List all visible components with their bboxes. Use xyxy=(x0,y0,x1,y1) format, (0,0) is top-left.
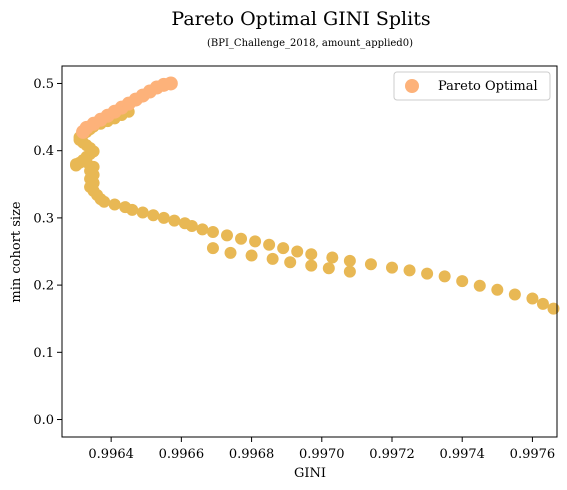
split-point-58 xyxy=(473,279,486,292)
split-point-42 xyxy=(206,226,219,239)
split-point-31 xyxy=(98,195,111,208)
split-point-70 xyxy=(322,262,335,275)
split-point-35 xyxy=(136,206,149,219)
split-point-40 xyxy=(185,219,198,232)
split-point-43 xyxy=(221,229,233,242)
split-point-38 xyxy=(168,214,181,227)
legend-box xyxy=(393,71,551,101)
x-tick-label: 0.9970 xyxy=(299,447,345,462)
y-tick-label: 0.1 xyxy=(33,346,54,361)
split-point-45 xyxy=(249,235,262,248)
split-point-71 xyxy=(343,265,356,278)
split-point-41 xyxy=(196,223,209,236)
split-point-68 xyxy=(284,256,297,269)
x-axis-label: GINI xyxy=(294,466,326,481)
split-point-57 xyxy=(456,275,469,288)
split-point-36 xyxy=(147,209,160,222)
split-point-52 xyxy=(364,258,377,271)
x-tick-label: 0.9974 xyxy=(439,447,485,462)
split-point-47 xyxy=(277,242,290,255)
split-point-51 xyxy=(343,254,356,267)
legend-label-pareto-optimal: Pareto Optimal xyxy=(438,79,538,94)
split-point-44 xyxy=(235,232,248,245)
y-tick-label: 0.5 xyxy=(33,77,54,92)
split-point-65 xyxy=(224,246,237,259)
split-point-59 xyxy=(491,283,504,296)
split-point-32 xyxy=(108,198,121,211)
plot-area-frame xyxy=(61,65,558,438)
split-point-50 xyxy=(326,251,339,264)
y-axis-ticks: 0.0 0.1 0.2 0.3 0.4 0.5 xyxy=(33,77,62,428)
chart-subtitle: (BPI_Challenge_2018, amount_applied0) xyxy=(207,38,413,49)
split-point-37 xyxy=(157,211,170,224)
split-point-49 xyxy=(305,248,318,261)
split-point-54 xyxy=(403,264,416,277)
x-tick-label: 0.9972 xyxy=(369,447,415,462)
split-point-66 xyxy=(245,249,258,262)
split-point-64 xyxy=(206,242,219,255)
legend-marker xyxy=(405,79,419,93)
x-tick-label: 0.9964 xyxy=(88,447,134,462)
y-tick-label: 0.0 xyxy=(33,413,54,428)
split-point-63 xyxy=(547,302,560,315)
split-point-61 xyxy=(526,292,539,305)
split-point-69 xyxy=(305,259,318,272)
y-tick-label: 0.3 xyxy=(33,211,54,226)
y-axis-label: min cohort size xyxy=(9,201,24,303)
y-tick-label: 0.2 xyxy=(33,279,54,294)
x-tick-label: 0.9966 xyxy=(159,447,205,462)
x-tick-label: 0.9968 xyxy=(229,447,275,462)
scatter-points xyxy=(70,76,560,315)
pareto-point-13 xyxy=(163,76,178,91)
split-point-48 xyxy=(291,245,304,258)
split-point-67 xyxy=(266,252,279,265)
split-point-34 xyxy=(126,203,139,216)
chart-title: Pareto Optimal GINI Splits xyxy=(171,8,430,30)
x-axis-ticks: 0.9964 0.9966 0.9968 0.9970 0.9972 0.9974 0.99… xyxy=(88,437,555,462)
split-point-62 xyxy=(536,297,549,310)
split-point-20 xyxy=(70,158,83,171)
split-point-56 xyxy=(438,270,451,283)
y-tick-label: 0.4 xyxy=(33,144,54,159)
x-tick-label: 0.9976 xyxy=(510,447,556,462)
split-point-55 xyxy=(421,267,434,280)
split-point-53 xyxy=(386,261,398,274)
legend: Pareto Optimal xyxy=(393,71,551,101)
split-point-60 xyxy=(508,288,521,301)
split-point-46 xyxy=(263,238,276,251)
